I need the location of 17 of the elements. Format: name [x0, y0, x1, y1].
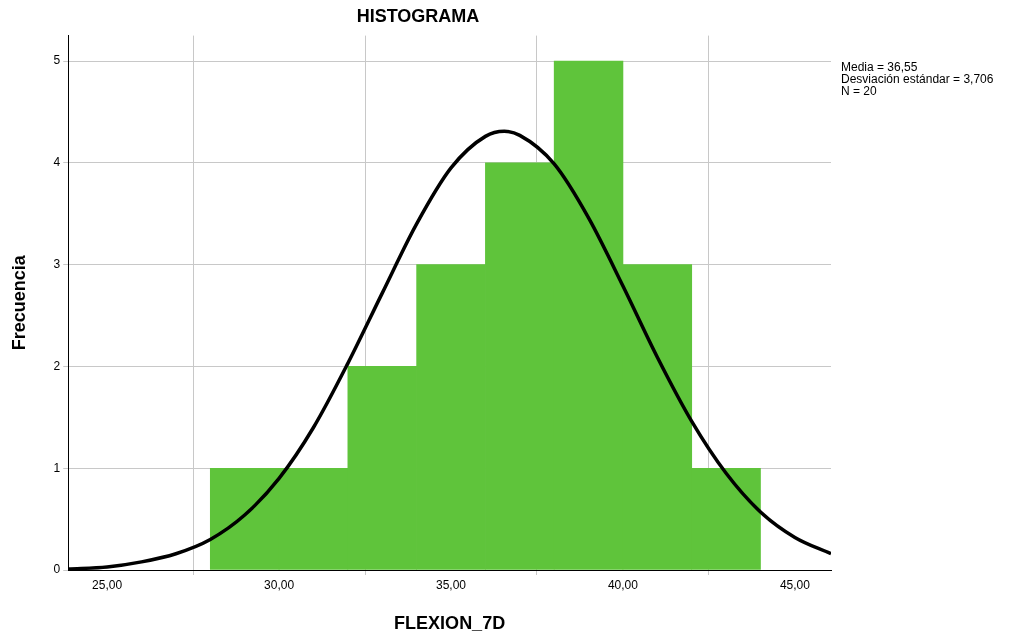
y-tick-label: 3	[53, 256, 61, 271]
x-tick-label: 40,00	[607, 577, 639, 592]
chart-title: HISTOGRAMA	[356, 5, 480, 26]
x-axis-title: FLEXION_7D	[394, 613, 506, 634]
x-tick-label: 25,00	[92, 577, 123, 592]
text: Desviación estándar = 3,706	[841, 71, 994, 86]
y-axis-title: Frecuencia	[8, 254, 29, 351]
x-tick-label: 35,00	[436, 577, 467, 592]
y-tick-label: 0	[53, 562, 61, 577]
y-tick-label: 4	[53, 155, 61, 170]
y-tick-label: 1	[53, 460, 61, 475]
text: Media = 36,55	[841, 59, 918, 74]
y-tick-label: 5	[53, 53, 61, 68]
x-tick-label: 45,00	[779, 577, 811, 592]
text: N = 20	[841, 83, 878, 98]
x-tick-label: 30,00	[264, 577, 295, 592]
y-tick-label: 2	[53, 358, 61, 373]
